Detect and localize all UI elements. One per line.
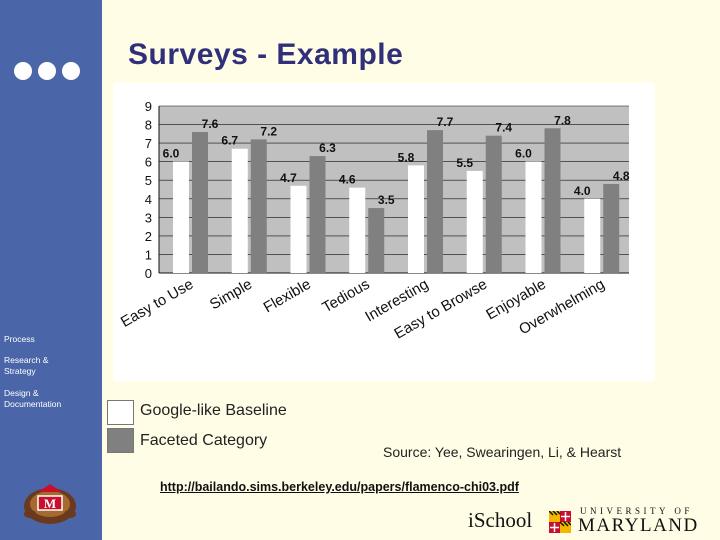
y-tick-label: 5	[145, 173, 152, 188]
logo-dots-icon	[14, 62, 84, 80]
data-label: 7.8	[554, 113, 571, 127]
data-label: 7.4	[495, 121, 512, 135]
sidebar-item-design-documentation[interactable]: Design & Documentation	[4, 388, 62, 409]
bar-baseline	[584, 198, 601, 273]
maryland-text: MARYLAND	[578, 515, 699, 536]
legend-label-faceted: Faceted Category	[140, 432, 268, 449]
y-tick-label: 7	[145, 136, 152, 151]
data-label: 7.2	[260, 124, 277, 138]
y-tick-label: 9	[145, 99, 152, 114]
data-label: 7.7	[437, 115, 454, 129]
data-label: 7.6	[202, 117, 219, 131]
y-tick-label: 4	[145, 192, 152, 207]
data-label: 4.0	[574, 184, 591, 198]
legend-label-baseline: Google-like Baseline	[140, 402, 287, 419]
data-label: 3.5	[378, 193, 395, 207]
chart-container: 0 1 2 3 4 5 6 7 8 9 6.0 7.6 Easy to Use 6.7 7.2 Simple 4…	[113, 83, 655, 381]
bar-faceted	[309, 156, 326, 273]
bar-faceted	[544, 128, 561, 273]
x-tick-label: Simple	[207, 276, 255, 314]
bar-baseline	[290, 185, 307, 273]
bar-baseline	[408, 165, 424, 273]
sidebar: Process Research & Strategy Design & Doc…	[0, 0, 102, 540]
terrapin-mascot-logo-icon: M	[18, 478, 82, 526]
y-tick-label: 3	[145, 210, 152, 225]
sidebar-item-process[interactable]: Process	[4, 334, 35, 344]
data-label: 4.8	[613, 169, 630, 183]
y-tick-label: 0	[145, 266, 152, 281]
data-label: 5.8	[398, 150, 415, 164]
y-tick-label: 8	[145, 118, 152, 133]
bar-faceted	[427, 130, 443, 273]
bar-faceted	[192, 131, 208, 273]
data-label: 4.6	[339, 173, 356, 187]
bar-baseline	[231, 148, 248, 273]
x-tick-label: Easy to Use	[118, 276, 197, 331]
y-tick-label: 6	[145, 155, 152, 170]
legend-swatch-faceted	[107, 428, 134, 453]
data-label: 6.0	[515, 147, 532, 161]
data-label: 6.3	[319, 141, 336, 155]
data-label: 6.7	[221, 134, 238, 148]
x-tick-label: Flexible	[261, 276, 314, 317]
source-citation: Source: Yee, Swearingen, Li, & Hearst	[383, 444, 622, 460]
bar-chart: 0 1 2 3 4 5 6 7 8 9 6.0 7.6 Easy to Use 6.7 7.2 Simple 4…	[118, 99, 630, 343]
y-tick-label: 1	[145, 247, 152, 262]
page-title: Surveys - Example	[128, 38, 404, 71]
legend-swatch-baseline	[107, 400, 134, 425]
svg-text:M: M	[44, 496, 56, 511]
data-label: 6.0	[163, 147, 180, 161]
paper-link[interactable]: http://bailando.sims.berkeley.edu/papers…	[160, 480, 519, 494]
bar-baseline	[173, 161, 189, 273]
bar-faceted	[485, 135, 502, 273]
maryland-flag-icon	[548, 510, 572, 533]
bar-faceted	[250, 139, 267, 273]
data-label: 4.7	[280, 171, 297, 185]
y-tick-label: 2	[145, 229, 152, 244]
bar-faceted	[603, 183, 620, 273]
bar-faceted	[368, 208, 385, 273]
sidebar-item-research-strategy[interactable]: Research & Strategy	[4, 355, 49, 376]
university-of-text: UNIVERSITY OF	[580, 506, 693, 516]
data-label: 5.5	[456, 156, 473, 170]
bar-baseline	[349, 187, 366, 273]
ischool-logo: iSchool	[468, 508, 533, 532]
bar-baseline	[466, 170, 483, 273]
bar-baseline	[525, 161, 542, 273]
